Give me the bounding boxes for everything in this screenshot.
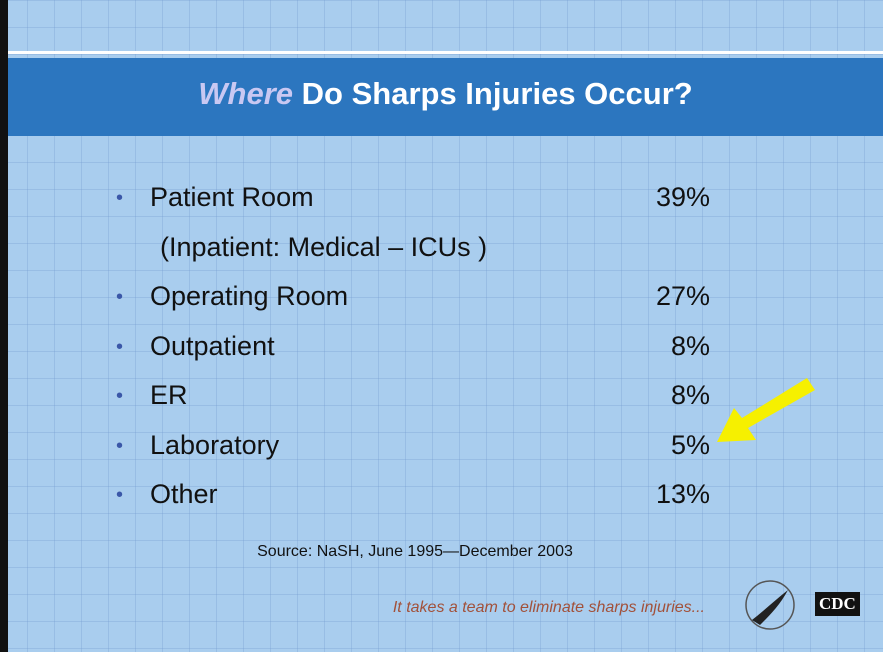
- bullet: •: [116, 484, 124, 506]
- bullet: •: [116, 335, 124, 358]
- logo: CDC: [815, 592, 860, 616]
- bullet: •: [116, 187, 124, 209]
- item-value: 8%: [670, 380, 710, 410]
- item-value: 13%: [655, 479, 710, 509]
- item-label: Operating Room: [150, 281, 349, 311]
- title-rest: Do Sharps Injuries Occur?: [301, 76, 693, 111]
- arrow: [717, 378, 815, 442]
- tagline: It takes a team to eliminate sharps inju…: [392, 599, 705, 616]
- item-value: 39%: [655, 182, 710, 212]
- item-value: 27%: [655, 281, 710, 311]
- bullet: •: [116, 434, 124, 457]
- rule: [8, 51, 883, 54]
- item-label: ER: [150, 380, 188, 410]
- seal: [745, 580, 795, 630]
- banner: [8, 58, 883, 136]
- edge: [0, 0, 8, 652]
- item-value: 8%: [670, 330, 710, 361]
- item-label: Laboratory: [150, 429, 280, 460]
- item-value: 5%: [670, 429, 710, 460]
- bullet: •: [116, 286, 124, 308]
- item-label: Outpatient: [150, 330, 275, 361]
- title-emphasis: Where: [198, 76, 294, 111]
- bullet: •: [116, 385, 124, 407]
- title: Where Do Sharps Injuries Occur?: [8, 76, 883, 112]
- item-label: Patient Room: [150, 182, 314, 212]
- source: Source: NaSH, June 1995—December 2003: [257, 543, 573, 560]
- item-note: (Inpatient: Medical – ICUs ): [160, 231, 488, 262]
- seal-eagle: [752, 590, 788, 625]
- item-label: Other: [150, 479, 218, 509]
